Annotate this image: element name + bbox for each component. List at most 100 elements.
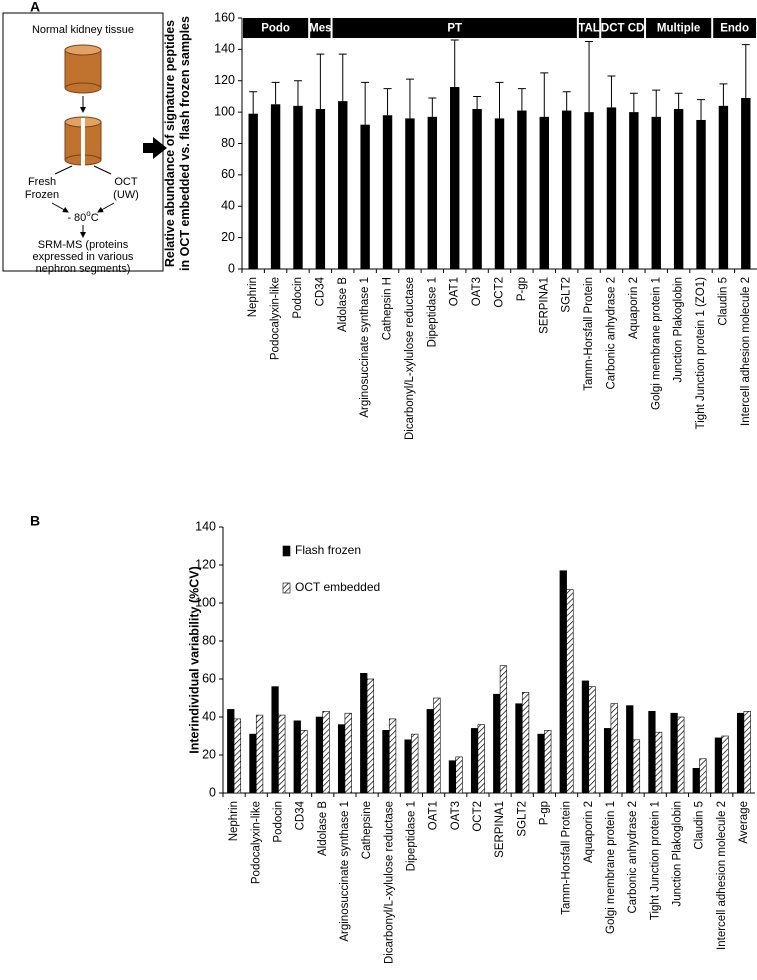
error-bar: [450, 39, 459, 88]
bar: [566, 589, 574, 794]
error-bar: [540, 72, 549, 117]
error-bar: [719, 83, 728, 106]
group-banner: [713, 18, 756, 38]
bar: [718, 105, 729, 269]
bar: [610, 703, 618, 794]
x-tick-label: Tight Junction protein 1: [649, 801, 661, 920]
group-label: Podo: [261, 23, 290, 35]
x-tick-label: Dicarbonyl/L-xylulose reductase: [383, 801, 395, 964]
x-tick-label: Cathepsin H: [382, 277, 394, 340]
bar: [360, 672, 368, 794]
bar: [405, 118, 415, 270]
error-bar: [361, 81, 370, 125]
bar: [588, 686, 596, 794]
error-bar: [562, 91, 571, 111]
y-tick-label: 100: [214, 104, 235, 118]
y-tick-label: 60: [202, 671, 216, 685]
storage-unit: C: [91, 212, 99, 224]
x-tick-label: Nephrin: [228, 801, 240, 841]
error-bar: [428, 97, 437, 117]
x-tick-label: Aquaporin 2: [583, 801, 595, 863]
group-banner: [310, 18, 331, 38]
group-banner: [601, 18, 645, 38]
group-label: Mes: [309, 23, 331, 35]
bar: [293, 720, 301, 794]
bar: [648, 710, 656, 794]
bar: [293, 105, 303, 269]
bar: [255, 714, 264, 794]
bar: [699, 758, 707, 794]
error-bar: [495, 81, 504, 119]
bar: [382, 729, 390, 794]
bar: [360, 124, 370, 269]
error-bar: [249, 91, 258, 114]
x-tick-label: SERPINA1: [538, 277, 550, 334]
x-tick-label: CD34: [295, 800, 307, 830]
y-tick-label: 80: [202, 633, 216, 647]
branch-label: Fresh: [28, 176, 56, 188]
bar: [632, 739, 641, 794]
bar: [315, 716, 324, 794]
bar: [472, 108, 482, 269]
x-tick-label: Podocin: [292, 277, 304, 319]
x-tick-label: OAT1: [449, 277, 461, 306]
bar: [344, 712, 352, 794]
big-arrow: [143, 137, 167, 159]
storage-label: - 80oC: [67, 209, 98, 224]
y-axis-label: in OCT embedded vs. flash frozen samples: [178, 16, 192, 271]
branch-label: (UW): [113, 189, 139, 201]
y-tick-label: 0: [228, 261, 235, 275]
x-tick-label: Dicarbonyl/L-xylulose reductase: [404, 277, 416, 440]
error-bar: [473, 95, 482, 109]
bar: [677, 716, 685, 794]
bar: [714, 737, 723, 794]
x-tick-label: Carbonic anhydrase 2: [605, 277, 617, 390]
error-bar: [383, 88, 392, 116]
x-tick-label: Podocalyxin-like: [270, 277, 282, 360]
error-bar: [607, 75, 616, 108]
x-tick-label: OAT3: [450, 801, 462, 830]
bar: [692, 767, 700, 794]
x-tick-label: Intercell adhesion molecule 2: [740, 277, 752, 426]
bar: [736, 712, 745, 794]
x-tick-label: Junction Plakoglobin: [673, 277, 685, 383]
bar: [300, 729, 308, 794]
method-label: expressed in various: [33, 251, 134, 263]
y-tick-label: 60: [221, 167, 235, 181]
legend-label: Flash frozen: [295, 543, 361, 557]
x-tick-label: Tight Junction protein 1 (ZO1): [695, 277, 707, 430]
bar: [411, 733, 419, 794]
x-tick-label: Intercell adhesion molecule 2: [716, 801, 728, 950]
y-tick-label: 80: [221, 136, 235, 150]
bar: [338, 101, 348, 269]
split-cylinder: [64, 116, 102, 166]
legend-swatch: [282, 582, 291, 594]
error-bar: [405, 78, 414, 119]
bar: [561, 110, 572, 270]
x-tick-label: OCT2: [472, 801, 484, 832]
x-tick-label: Aldolase B: [317, 801, 329, 856]
bar: [427, 116, 438, 269]
group-label: TAL: [578, 23, 600, 35]
bar: [470, 728, 479, 794]
group-label: PT: [447, 23, 462, 35]
bar: [537, 733, 545, 794]
x-tick-label: Carbonic anhydrase 2: [627, 801, 639, 914]
x-tick-label: SERPINA1: [494, 801, 506, 858]
bar: [426, 709, 434, 794]
bar: [544, 729, 552, 794]
x-tick-label: Dipeptidase 1: [426, 277, 438, 347]
x-tick-label: Dipeptidase 1: [405, 801, 417, 871]
error-bar: [674, 92, 683, 109]
x-tick-label: P-gp: [516, 277, 528, 301]
bar: [559, 570, 567, 794]
error-bar: [316, 53, 325, 109]
group-label: Multiple: [657, 23, 700, 35]
y-tick-label: 20: [221, 230, 235, 244]
diagram-title: Normal kidney tissue: [32, 24, 134, 36]
bar: [743, 710, 751, 794]
group-banner: [646, 18, 712, 38]
y-tick-label: 0: [209, 785, 216, 799]
bar: [271, 686, 279, 794]
bar: [581, 680, 590, 794]
